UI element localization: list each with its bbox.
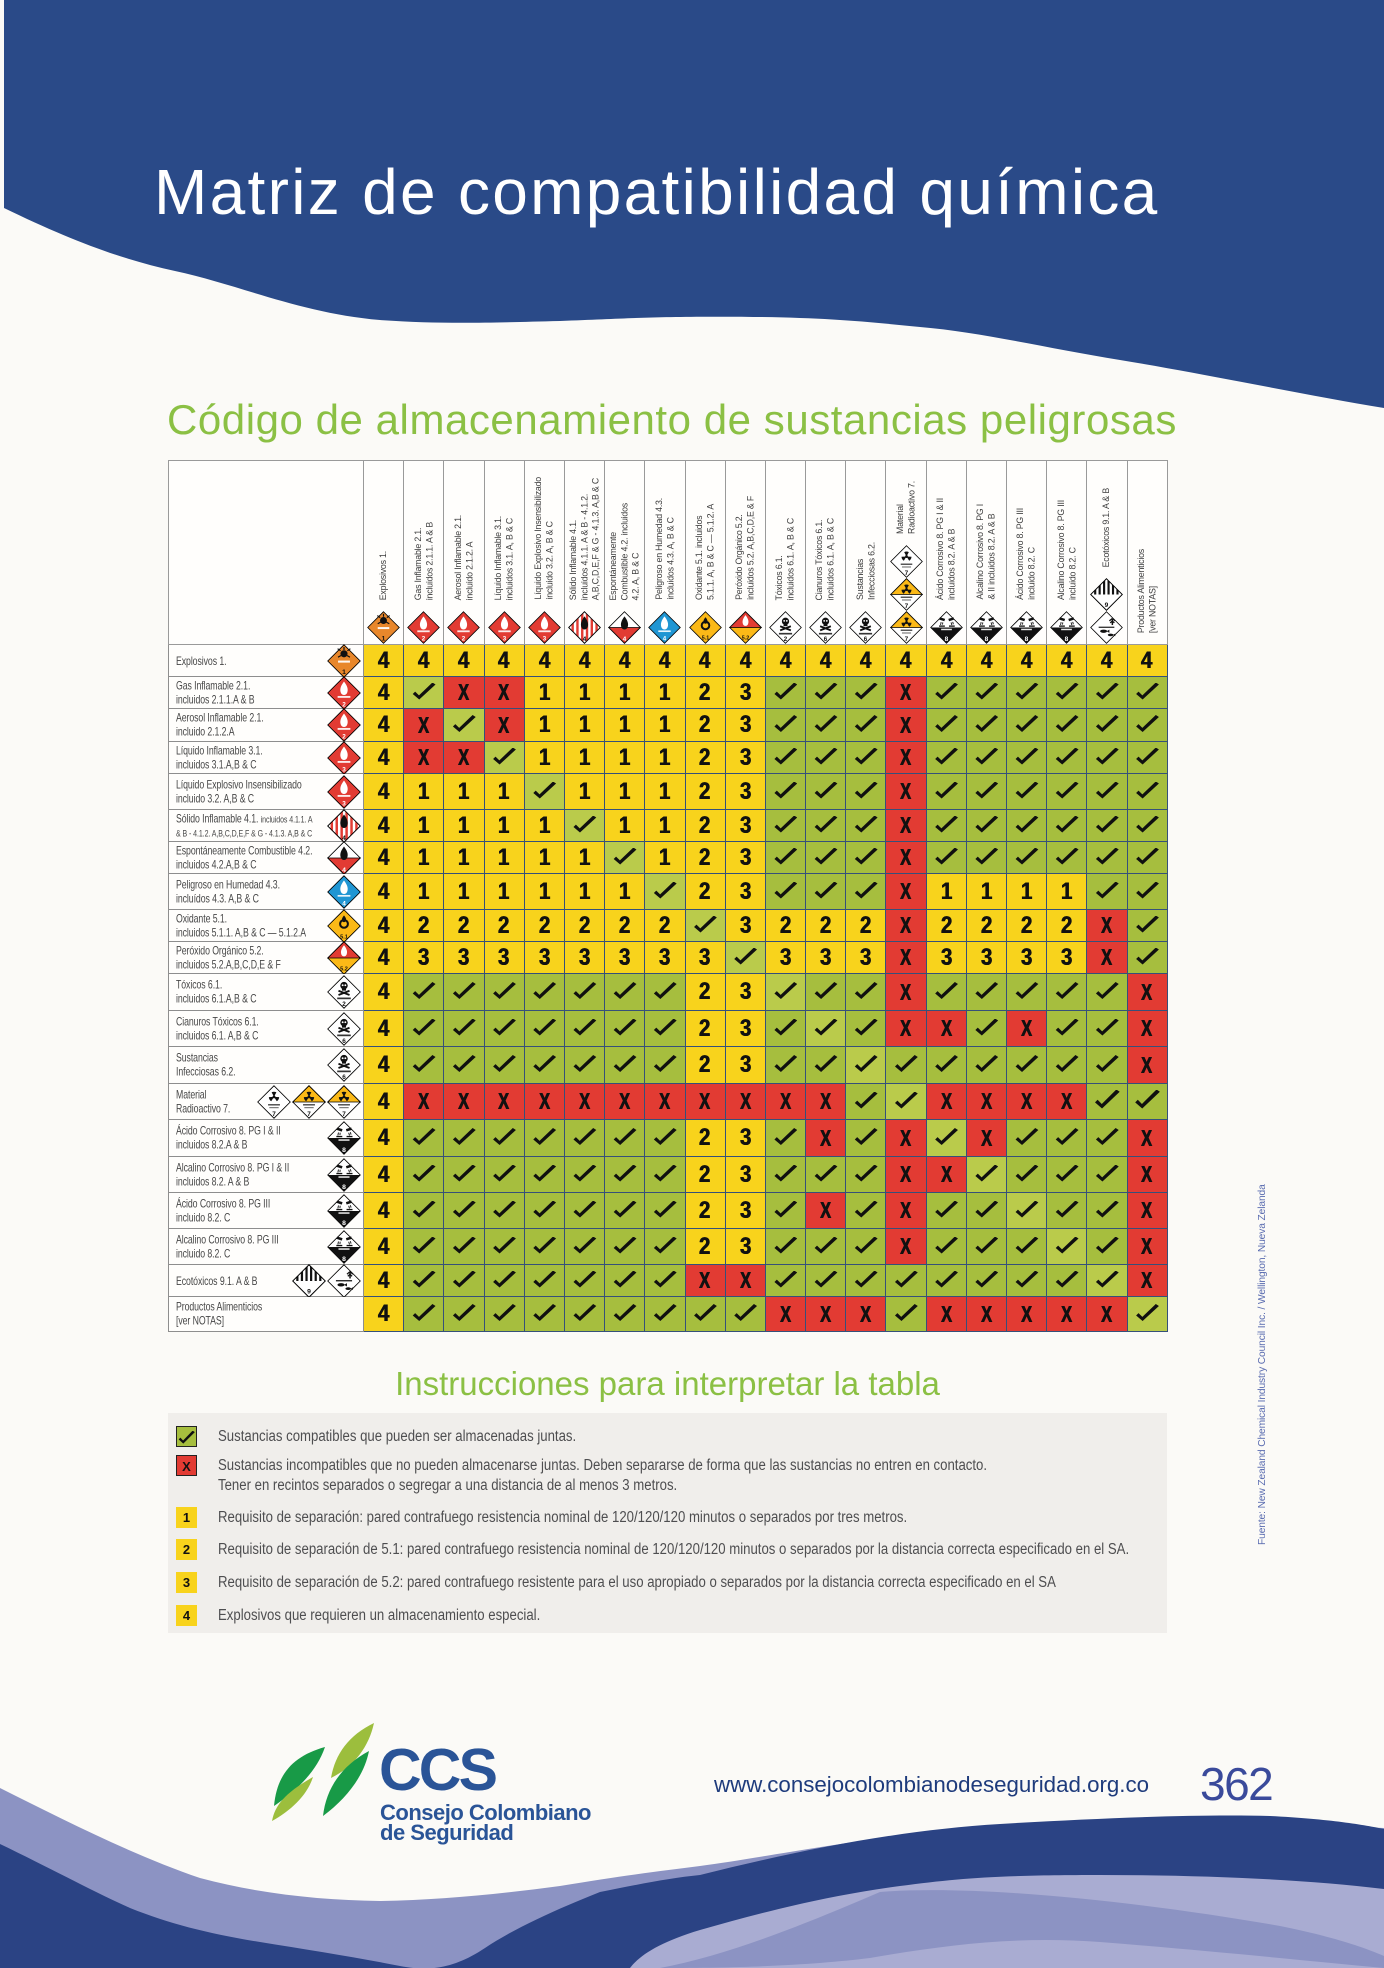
svg-text:7: 7 <box>272 1111 276 1118</box>
svg-text:8: 8 <box>1065 636 1069 643</box>
svg-text:7: 7 <box>904 636 908 643</box>
svg-text:9: 9 <box>1105 602 1109 609</box>
svg-text:3: 3 <box>543 636 547 643</box>
svg-text:8: 8 <box>985 636 989 643</box>
svg-text:5.1: 5.1 <box>340 934 348 940</box>
svg-text:9: 9 <box>307 1288 311 1295</box>
svg-text:5.2: 5.2 <box>340 966 348 972</box>
svg-text:6: 6 <box>864 636 868 643</box>
svg-text:2: 2 <box>342 734 346 741</box>
svg-text:8: 8 <box>342 1147 346 1154</box>
svg-text:4: 4 <box>583 636 587 643</box>
svg-text:2: 2 <box>422 636 426 643</box>
svg-text:6: 6 <box>342 1038 346 1045</box>
svg-text:8: 8 <box>944 636 948 643</box>
svg-text:1: 1 <box>342 669 346 676</box>
svg-text:3: 3 <box>342 766 346 773</box>
svg-text:7: 7 <box>904 603 908 610</box>
svg-text:8: 8 <box>342 1184 346 1191</box>
svg-text:2: 2 <box>342 1001 346 1008</box>
svg-text:8: 8 <box>1025 636 1029 643</box>
svg-text:7: 7 <box>342 1111 346 1118</box>
svg-text:4: 4 <box>342 867 346 874</box>
svg-text:6: 6 <box>342 1074 346 1081</box>
svg-text:5.2: 5.2 <box>742 635 749 641</box>
svg-text:8: 8 <box>342 1256 346 1263</box>
svg-text:2: 2 <box>342 701 346 708</box>
svg-text:4: 4 <box>342 835 346 842</box>
svg-text:4: 4 <box>623 636 627 643</box>
svg-text:6: 6 <box>824 636 828 643</box>
svg-text:4: 4 <box>663 636 667 643</box>
svg-text:5.1: 5.1 <box>701 635 708 641</box>
svg-text:2: 2 <box>784 636 788 643</box>
svg-text:7: 7 <box>307 1111 311 1118</box>
svg-text:4: 4 <box>342 900 346 907</box>
svg-text:1: 1 <box>382 635 386 642</box>
svg-text:3: 3 <box>502 636 506 643</box>
svg-text:2: 2 <box>462 636 466 643</box>
svg-text:7: 7 <box>904 570 908 577</box>
svg-text:8: 8 <box>342 1220 346 1227</box>
svg-text:3: 3 <box>342 800 346 807</box>
